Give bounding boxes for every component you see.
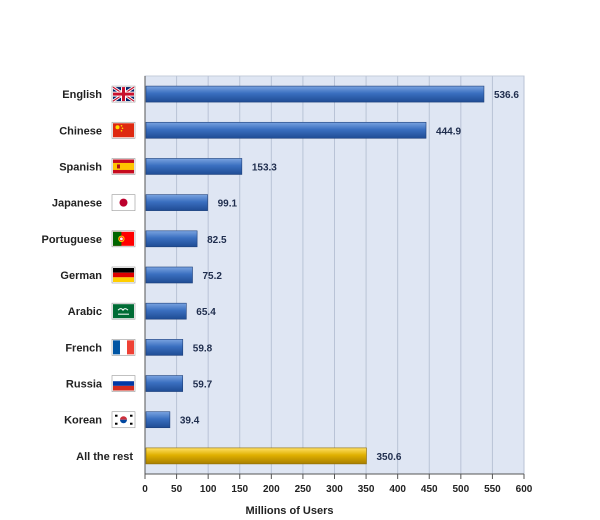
tick-label: 0 [142, 484, 148, 495]
value-label: 536.6 [494, 90, 519, 101]
bar-all-the-rest [145, 447, 367, 465]
uk-flag-icon [111, 85, 136, 103]
category-label: Portuguese [41, 234, 102, 246]
value-label: 153.3 [252, 162, 277, 173]
germany-flag-icon [111, 266, 136, 284]
portugal-flag-icon [111, 230, 136, 248]
category-label: Spanish [59, 161, 102, 173]
tick-label: 450 [421, 484, 438, 495]
south-korea-flag-icon [111, 411, 136, 429]
bar-chinese [145, 121, 427, 139]
value-label: 65.4 [196, 307, 216, 318]
bar-english [145, 85, 485, 103]
tick-label: 150 [231, 484, 248, 495]
x-axis-title: Millions of Users [245, 505, 333, 517]
tick-label: 300 [326, 484, 343, 495]
saudi-arabia-flag-icon [111, 302, 136, 320]
bar-spanish [145, 158, 243, 175]
bar-arabic [145, 302, 187, 320]
value-labels: 536.6 444.9 153.3 99.1 82.5 75.2 65.4 59.8 59.7 3… [180, 90, 520, 463]
value-label: 82.5 [207, 235, 227, 246]
bar-german [145, 266, 193, 284]
tick-label: 50 [171, 484, 183, 495]
category-label: English [62, 89, 102, 101]
category-label: Arabic [68, 306, 102, 318]
value-label: 75.2 [203, 271, 223, 282]
value-label: 99.1 [218, 199, 238, 210]
russia-flag-icon [111, 375, 136, 392]
value-label: 59.7 [193, 380, 213, 391]
tick-label: 350 [358, 484, 375, 495]
tick-label: 550 [484, 484, 501, 495]
value-label: 59.8 [193, 343, 213, 354]
category-label: Japanese [52, 198, 102, 210]
x-axis-ticks: 0 50 100 150 200 250 300 350 400 450 500 550 600 [142, 474, 533, 495]
tick-label: 250 [295, 484, 312, 495]
category-label: French [65, 342, 102, 354]
bar-korean [145, 411, 171, 429]
tick-label: 500 [452, 484, 469, 495]
japan-flag-icon [111, 194, 136, 211]
flags [111, 85, 136, 429]
category-label: Russia [66, 379, 103, 391]
value-label: 39.4 [180, 416, 200, 427]
tick-label: 600 [516, 484, 533, 495]
bars [145, 85, 485, 465]
china-flag-icon [111, 121, 136, 139]
spain-flag-icon [111, 158, 136, 175]
bar-japanese [145, 194, 208, 211]
value-label: 444.9 [436, 126, 461, 137]
france-flag-icon [111, 339, 136, 356]
bar-portuguese [145, 230, 198, 248]
bar-french [145, 339, 184, 356]
tick-label: 100 [200, 484, 217, 495]
value-label: 350.6 [376, 452, 401, 463]
tick-label: 400 [389, 484, 406, 495]
grid-lines [176, 76, 525, 474]
tick-label: 200 [263, 484, 280, 495]
category-label: German [60, 270, 102, 282]
category-label: All the rest [76, 451, 133, 463]
category-label: Chinese [59, 125, 102, 137]
category-label: Korean [64, 415, 102, 427]
bar-russia [145, 375, 184, 392]
category-labels: English Chinese Spanish Japanese Portuguese G… [41, 89, 133, 463]
